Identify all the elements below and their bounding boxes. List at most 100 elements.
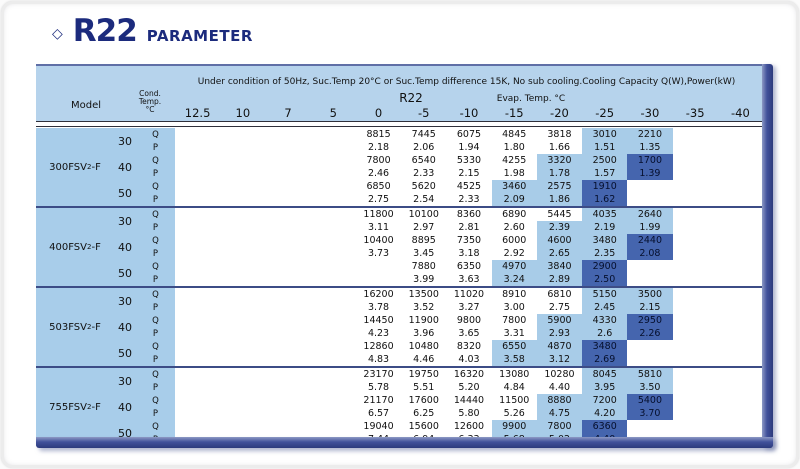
- cell-755FSV2-F-40-Q--20: 8880: [536, 394, 583, 407]
- cell-300FSV2-F-40-P-12.5: [175, 167, 220, 180]
- cell-503FSV2-F-40-Q--25: 4330: [582, 314, 628, 327]
- cell-503FSV2-F-40-Q--5: 11900: [408, 315, 439, 326]
- cell-503FSV2-F-30-P--25: 2.45: [582, 301, 628, 314]
- cell-400FSV2-F-30-P--30: 1.99: [627, 221, 673, 234]
- cond-temp-300FSV2-F-30: 30: [114, 128, 136, 154]
- model-name-400FSV2-F: 400FSV 2 -F: [36, 208, 114, 286]
- cell-755FSV2-F-40-Q--40: [718, 394, 763, 407]
- cell-300FSV2-F-40-P--10: 2.15: [458, 168, 480, 179]
- cell-300FSV2-F-30-P--40: [718, 141, 763, 154]
- cell-400FSV2-F-40-Q--15: 6000: [502, 235, 527, 246]
- cell-503FSV2-F-40-P--25: 2.6: [582, 327, 628, 340]
- cell-503FSV2-F-40-P--10: 3.65: [458, 328, 480, 339]
- cell-503FSV2-F-30-P-12.5: [175, 301, 220, 314]
- cell-400FSV2-F-40-Q-10: [220, 234, 265, 247]
- row-label-400FSV2-F-30-Q: Q: [136, 208, 175, 221]
- model-block-400FSV2-F: 400FSV 2 -F 30 Q 11800 10100 8360 6890 5445 4035 26…: [36, 206, 763, 286]
- cell-400FSV2-F-30-P--25: 2.19: [582, 221, 628, 234]
- cell-755FSV2-F-40-P-0: 6.57: [367, 408, 390, 419]
- cell-300FSV2-F-50-Q-7: [265, 180, 310, 193]
- cell-300FSV2-F-50-Q--40: [718, 180, 763, 193]
- evap-tick-10: 10: [235, 106, 251, 120]
- cell-300FSV2-F-50-P-0: 2.75: [367, 194, 390, 205]
- cell-503FSV2-F-40-Q--40: [718, 314, 763, 327]
- cell-755FSV2-F-40-Q-12.5: [175, 394, 220, 407]
- cell-300FSV2-F-50-Q--15: 3460: [491, 180, 537, 193]
- cell-503FSV2-F-30-Q-12.5: [175, 288, 220, 301]
- cell-300FSV2-F-50-Q--20: 2575: [536, 180, 583, 193]
- cell-755FSV2-F-40-P-5: [311, 407, 356, 420]
- cond-header-line3: °C: [145, 105, 155, 114]
- cond-temp-503FSV2-F-30: 30: [114, 288, 136, 314]
- evap-tick--30: -30: [640, 106, 660, 120]
- cell-503FSV2-F-50-Q--20: 4870: [536, 340, 583, 353]
- cell-755FSV2-F-30-Q--40: [718, 368, 763, 381]
- cell-503FSV2-F-40-P--30: 2.26: [627, 327, 673, 340]
- cell-400FSV2-F-40-P--35: [673, 247, 718, 260]
- cell-503FSV2-F-50-Q-10: [220, 340, 265, 353]
- model-block-755FSV2-F: 755FSV 2 -F 30 Q 23170 19750 16320 13080 10280 804…: [36, 366, 763, 446]
- evap-tick--5: -5: [418, 106, 430, 120]
- cell-400FSV2-F-40-Q--10: 7350: [456, 235, 482, 246]
- cell-400FSV2-F-30-Q-0: 11800: [363, 209, 394, 220]
- cell-400FSV2-F-50-Q--5: 7880: [411, 261, 436, 272]
- cell-755FSV2-F-40-P-7: [265, 407, 310, 420]
- cell-400FSV2-F-30-P--40: [718, 221, 763, 234]
- cell-300FSV2-F-40-P--40: [718, 167, 763, 180]
- cell-300FSV2-F-30-Q--35: [673, 128, 718, 141]
- cell-755FSV2-F-40-Q--30: 5400: [627, 394, 673, 407]
- model-name-755FSV2-F: 755FSV 2 -F: [36, 368, 114, 446]
- cell-300FSV2-F-50-Q-12.5: [175, 180, 220, 193]
- condition-note: Under condition of 50Hz, Suc.Temp 20°C o…: [197, 77, 736, 87]
- right-3d-bar: [762, 64, 773, 448]
- cell-755FSV2-F-40-P--25: 4.20: [582, 407, 628, 420]
- cell-755FSV2-F-30-P-10: [220, 381, 265, 394]
- cond-temp-400FSV2-F-30: 30: [114, 208, 136, 234]
- cell-503FSV2-F-40-Q-10: [220, 314, 265, 327]
- cell-400FSV2-F-40-Q--35: [673, 234, 718, 247]
- cell-300FSV2-F-40-Q-5: [311, 154, 356, 167]
- cell-300FSV2-F-30-P--15: 1.80: [503, 142, 525, 153]
- cell-300FSV2-F-30-P--30: 1.35: [627, 141, 673, 154]
- row-label-503FSV2-F-30-P: P: [136, 301, 175, 314]
- cell-400FSV2-F-40-Q--20: 4600: [536, 234, 583, 247]
- cell-400FSV2-F-30-Q--30: 2640: [627, 208, 673, 221]
- cell-400FSV2-F-40-P--20: 2.65: [536, 247, 583, 260]
- cell-400FSV2-F-50-P--25: 2.50: [582, 273, 628, 286]
- cell-503FSV2-F-40-P-10: [220, 327, 265, 340]
- evap-tick--15: -15: [504, 106, 524, 120]
- evap-tick--35: -35: [685, 106, 705, 120]
- cell-503FSV2-F-30-P--15: 3.00: [503, 302, 525, 313]
- cell-503FSV2-F-30-P--40: [718, 301, 763, 314]
- cell-400FSV2-F-50-P--10: 3.63: [458, 274, 480, 285]
- cell-503FSV2-F-50-P--35: [673, 353, 718, 366]
- cell-300FSV2-F-50-Q--10: 4525: [456, 181, 482, 192]
- cell-503FSV2-F-30-Q-7: [265, 288, 310, 301]
- evap-ticks: 12.5 10 7 5 0 -5 -10 -15 -20 -25 -30 -35 -40: [175, 106, 763, 120]
- cell-400FSV2-F-30-P--20: 2.39: [536, 221, 583, 234]
- cell-400FSV2-F-30-Q--10: 8360: [456, 209, 482, 220]
- cell-503FSV2-F-30-Q--15: 8910: [502, 289, 527, 300]
- evap-tick--40: -40: [730, 106, 750, 120]
- cell-400FSV2-F-30-Q-5: [311, 208, 356, 221]
- cell-400FSV2-F-30-Q-12.5: [175, 208, 220, 221]
- cell-300FSV2-F-50-Q--30: [627, 180, 672, 193]
- cell-400FSV2-F-50-Q-0: [356, 260, 401, 273]
- cell-755FSV2-F-50-Q-0: 19040: [363, 421, 394, 432]
- evap-tick-12.5: 12.5: [184, 106, 211, 120]
- cell-300FSV2-F-30-P-0: 2.18: [367, 142, 390, 153]
- cell-755FSV2-F-30-P-5: [311, 381, 356, 394]
- cell-400FSV2-F-30-P--35: [673, 221, 718, 234]
- cell-400FSV2-F-50-P--35: [673, 273, 718, 286]
- cell-755FSV2-F-40-P-12.5: [175, 407, 220, 420]
- row-label-755FSV2-F-40-P: P: [136, 407, 175, 420]
- cell-503FSV2-F-30-Q--30: 3500: [627, 288, 673, 301]
- cell-300FSV2-F-50-P--5: 2.54: [413, 194, 435, 205]
- cell-300FSV2-F-40-Q-7: [265, 154, 310, 167]
- cell-400FSV2-F-40-P--5: 3.45: [413, 248, 435, 259]
- cell-400FSV2-F-30-Q--25: 4035: [582, 208, 628, 221]
- cell-755FSV2-F-30-Q-12.5: [175, 368, 220, 381]
- cell-400FSV2-F-30-Q-7: [265, 208, 310, 221]
- cell-755FSV2-F-50-Q-10: [220, 420, 265, 433]
- page-title: ◇ R22 PARAMETER: [52, 16, 253, 47]
